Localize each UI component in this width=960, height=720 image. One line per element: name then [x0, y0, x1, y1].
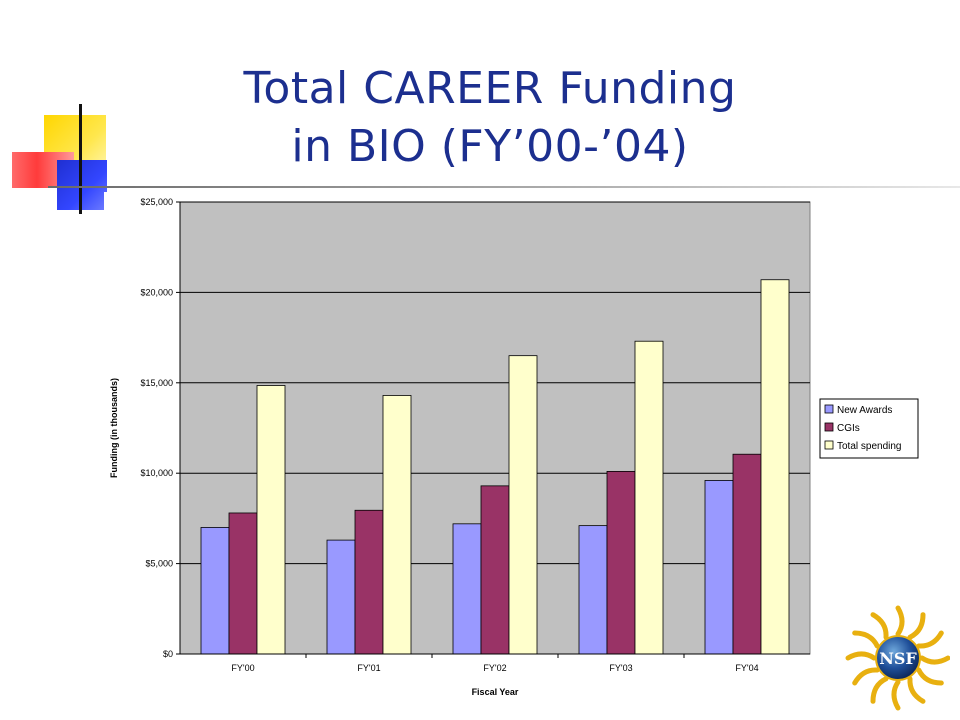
axes	[179, 202, 810, 655]
nsf-logo-ray	[845, 651, 877, 661]
x-tick-label: FY'01	[357, 663, 380, 673]
bar-new-awards	[326, 539, 356, 655]
nsf-logo-globe	[875, 635, 921, 681]
bar-total-spending	[634, 340, 664, 655]
nsf-logo-text: NSF	[879, 649, 917, 668]
legend-label-total-spending: Total spending	[837, 441, 902, 452]
legend-swatch-cgis	[824, 422, 834, 432]
nsf-logo: NSF	[845, 605, 950, 711]
nsf-logo-ray	[916, 630, 944, 649]
y-tick-label: $0	[163, 649, 173, 659]
nsf-logo-ray	[891, 679, 901, 711]
y-tick-label: $5,000	[145, 559, 173, 569]
bars	[200, 279, 790, 655]
bar-total-spending	[382, 395, 412, 655]
bar-cgis	[480, 485, 510, 655]
legend-box	[819, 398, 919, 459]
x-tick-label: FY'04	[735, 663, 758, 673]
slide-title: Total CAREER Funding in BIO (FY’00-’04)	[150, 60, 830, 176]
decorative-vertical-line	[79, 104, 82, 214]
bar-new-awards	[704, 480, 734, 655]
legend-swatch-new-awards	[824, 404, 834, 414]
bar-cgis	[732, 453, 762, 655]
slide-title-line-1: Total CAREER Funding	[243, 63, 737, 114]
bar-total-spending	[508, 355, 538, 655]
nsf-logo-ray	[895, 605, 905, 637]
bar-new-awards	[578, 525, 608, 655]
y-tick-label: $10,000	[140, 468, 173, 478]
bar-total-spending	[256, 385, 286, 655]
y-axis-title: Funding (in thousands)	[109, 378, 119, 478]
tick-labels: $0 $5,000 $10,000 $15,000 $20,000 $25,000 FY'0…	[140, 197, 758, 673]
decorative-horizontal-rule	[48, 186, 960, 188]
legend: New Awards CGIs Total spending	[819, 398, 919, 459]
nsf-logo-rays	[845, 605, 950, 711]
nsf-logo-ray	[852, 667, 880, 686]
legend-swatch-total-spending	[824, 440, 834, 450]
slide-title-line-2: in BIO (FY’00-’04)	[291, 121, 689, 172]
y-tick-label: $20,000	[140, 287, 173, 297]
legend-label-new-awards: New Awards	[837, 405, 892, 416]
bar-new-awards	[200, 527, 230, 655]
y-tick-label: $15,000	[140, 378, 173, 388]
nsf-logo-ray	[916, 667, 944, 686]
x-tick-label: FY'03	[609, 663, 632, 673]
nsf-logo-ray	[907, 612, 926, 640]
nsf-logo-ray	[919, 655, 950, 665]
legend-label-cgis: CGIs	[837, 423, 860, 434]
nsf-logo-ray	[870, 612, 889, 640]
y-tick-label: $25,000	[140, 197, 173, 207]
x-axis-title: Fiscal Year	[472, 687, 519, 697]
bar-total-spending	[760, 279, 790, 655]
decorative-blue-square	[57, 160, 107, 210]
bar-cgis	[606, 470, 636, 655]
x-tick-label: FY'02	[483, 663, 506, 673]
bar-cgis	[354, 509, 384, 655]
nsf-logo-ray	[907, 676, 926, 704]
x-tick-label: FY'00	[231, 663, 254, 673]
nsf-logo-ray	[870, 676, 889, 704]
bar-cgis	[228, 512, 258, 655]
nsf-logo-ray	[852, 630, 880, 649]
bar-new-awards	[452, 523, 482, 655]
